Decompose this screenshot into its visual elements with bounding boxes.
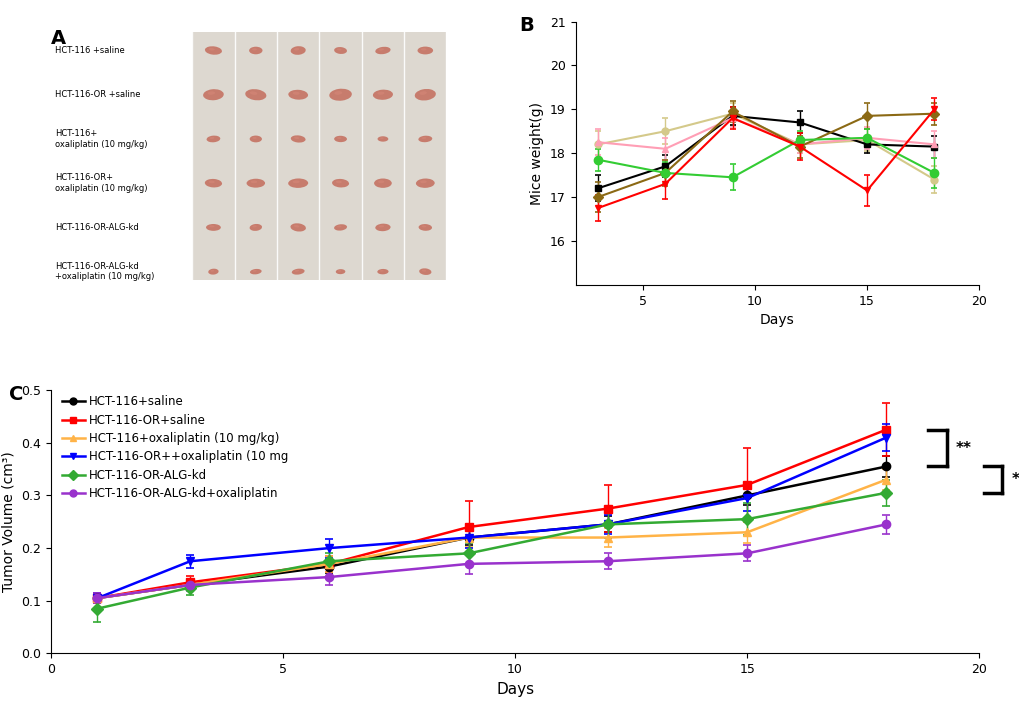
Ellipse shape: [208, 91, 215, 95]
Ellipse shape: [290, 135, 306, 143]
Text: HCT-116-OR-ALG-kd: HCT-116-OR-ALG-kd: [55, 223, 139, 232]
Ellipse shape: [210, 270, 214, 271]
Y-axis label: Mice weight(g): Mice weight(g): [530, 102, 544, 205]
Ellipse shape: [378, 225, 384, 228]
X-axis label: Days: Days: [759, 313, 794, 327]
Ellipse shape: [416, 179, 434, 188]
Text: B: B: [519, 17, 533, 35]
Ellipse shape: [421, 137, 426, 139]
Text: HCT-116 +saline: HCT-116 +saline: [55, 46, 124, 55]
Ellipse shape: [294, 270, 299, 271]
Ellipse shape: [210, 137, 214, 139]
Text: **: **: [1011, 472, 1019, 487]
Ellipse shape: [293, 48, 299, 50]
Ellipse shape: [378, 48, 383, 50]
Ellipse shape: [292, 92, 300, 95]
Y-axis label: Tumor Volume (cm³): Tumor Volume (cm³): [2, 452, 15, 592]
Ellipse shape: [250, 91, 257, 95]
Ellipse shape: [290, 46, 306, 55]
Ellipse shape: [375, 47, 390, 55]
Text: A: A: [51, 29, 66, 48]
Ellipse shape: [293, 137, 299, 139]
Text: HCT-116-OR-ALG-kd
+oxaliplatin (10 mg/kg): HCT-116-OR-ALG-kd +oxaliplatin (10 mg/kg…: [55, 262, 154, 281]
Ellipse shape: [422, 270, 426, 271]
Text: HCT-116-OR+
oxaliplatin (10 mg/kg): HCT-116-OR+ oxaliplatin (10 mg/kg): [55, 174, 148, 193]
Ellipse shape: [209, 181, 215, 183]
Ellipse shape: [380, 137, 383, 139]
Ellipse shape: [334, 136, 346, 142]
Ellipse shape: [205, 179, 222, 187]
Ellipse shape: [420, 180, 426, 183]
Ellipse shape: [334, 47, 346, 54]
Text: **: **: [955, 441, 971, 455]
Ellipse shape: [377, 92, 384, 95]
FancyBboxPatch shape: [192, 32, 446, 279]
Ellipse shape: [250, 224, 262, 231]
Ellipse shape: [205, 46, 222, 55]
Ellipse shape: [336, 48, 341, 50]
Ellipse shape: [336, 225, 341, 228]
Ellipse shape: [373, 90, 392, 100]
Ellipse shape: [288, 179, 308, 188]
Ellipse shape: [292, 180, 300, 183]
Ellipse shape: [290, 223, 306, 231]
Ellipse shape: [291, 269, 305, 275]
Ellipse shape: [379, 270, 383, 271]
Ellipse shape: [207, 136, 220, 142]
Ellipse shape: [332, 179, 348, 187]
Ellipse shape: [209, 225, 214, 228]
Ellipse shape: [206, 224, 221, 231]
Ellipse shape: [377, 136, 388, 141]
Ellipse shape: [374, 179, 391, 188]
Ellipse shape: [288, 90, 308, 100]
Text: HCT-116+
oxaliplatin (10 mg/kg): HCT-116+ oxaliplatin (10 mg/kg): [55, 129, 148, 149]
Ellipse shape: [334, 91, 342, 95]
Ellipse shape: [417, 47, 433, 55]
Ellipse shape: [419, 269, 431, 275]
Ellipse shape: [245, 89, 266, 101]
Ellipse shape: [253, 270, 257, 271]
Legend: HCT-116+saline, HCT-116-OR+saline, HCT-116+oxaliplatin (10 mg/kg), HCT-116-OR++o: HCT-116+saline, HCT-116-OR+saline, HCT-1…: [57, 391, 292, 505]
Ellipse shape: [418, 136, 432, 142]
Ellipse shape: [208, 269, 218, 274]
Text: C: C: [9, 385, 23, 404]
Ellipse shape: [252, 48, 257, 50]
Ellipse shape: [336, 137, 341, 139]
Ellipse shape: [375, 223, 390, 231]
Ellipse shape: [418, 224, 432, 230]
Ellipse shape: [415, 89, 435, 101]
Ellipse shape: [203, 89, 223, 101]
X-axis label: Days: Days: [495, 681, 534, 696]
Ellipse shape: [421, 48, 426, 50]
Ellipse shape: [337, 270, 341, 271]
Ellipse shape: [250, 136, 262, 142]
Ellipse shape: [335, 269, 345, 274]
Ellipse shape: [421, 225, 426, 228]
Ellipse shape: [378, 180, 384, 183]
Ellipse shape: [252, 137, 257, 139]
Text: HCT-116-OR +saline: HCT-116-OR +saline: [55, 90, 141, 99]
Ellipse shape: [293, 225, 299, 228]
Ellipse shape: [252, 225, 257, 228]
Ellipse shape: [377, 269, 388, 274]
Ellipse shape: [419, 91, 426, 95]
Ellipse shape: [334, 224, 346, 230]
Ellipse shape: [250, 269, 262, 274]
Ellipse shape: [251, 180, 257, 183]
Ellipse shape: [329, 89, 352, 101]
Ellipse shape: [335, 181, 341, 183]
Ellipse shape: [209, 48, 214, 50]
Ellipse shape: [249, 47, 262, 55]
Ellipse shape: [247, 179, 265, 187]
